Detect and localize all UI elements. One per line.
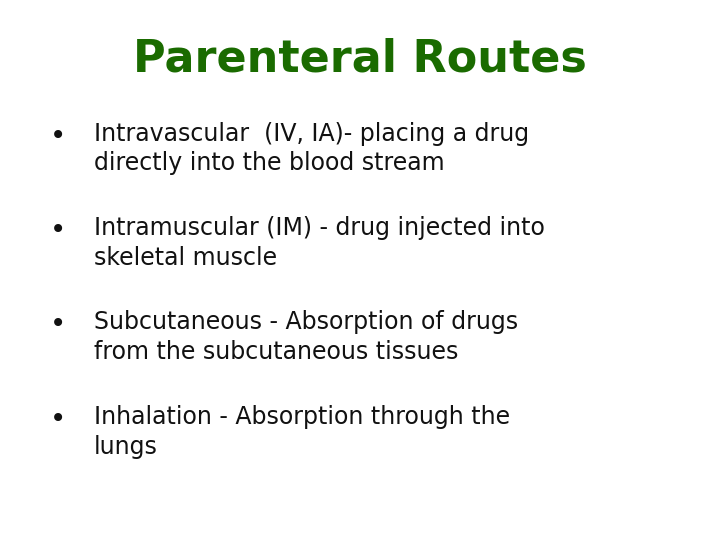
Text: Inhalation - Absorption through the
lungs: Inhalation - Absorption through the lung… (94, 405, 510, 458)
Text: Parenteral Routes: Parenteral Routes (133, 38, 587, 81)
Text: •: • (50, 216, 66, 244)
Text: •: • (50, 405, 66, 433)
Text: •: • (50, 122, 66, 150)
Text: Subcutaneous - Absorption of drugs
from the subcutaneous tissues: Subcutaneous - Absorption of drugs from … (94, 310, 518, 364)
Text: Intramuscular (IM) - drug injected into
skeletal muscle: Intramuscular (IM) - drug injected into … (94, 216, 544, 269)
Text: Intravascular  (IV, IA)- placing a drug
directly into the blood stream: Intravascular (IV, IA)- placing a drug d… (94, 122, 528, 175)
Text: •: • (50, 310, 66, 339)
